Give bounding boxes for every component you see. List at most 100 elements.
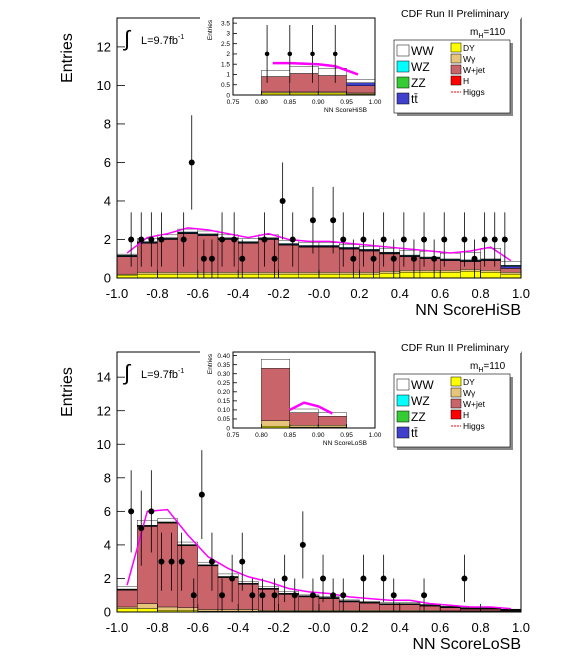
data-point: [158, 558, 165, 565]
stack-bar: [318, 272, 340, 275]
stack-bar: [359, 246, 380, 250]
stack-bar: [136, 272, 158, 275]
data-point: [190, 592, 197, 599]
stack-bar: [157, 518, 178, 523]
x-tick-label: -1.0: [106, 286, 128, 301]
data-point: [421, 592, 428, 599]
stack-bar: [318, 273, 340, 279]
stack-bar: [379, 604, 401, 611]
stack-bar: [177, 541, 199, 545]
mass-subscript: H: [478, 33, 483, 40]
x-tick-label: -0.2: [267, 620, 289, 635]
y-tick-label: 6: [104, 155, 111, 170]
stack-bar: [339, 601, 360, 611]
lumi-exponent: -1: [178, 34, 184, 41]
mass-value: =110: [483, 361, 505, 372]
legend-swatch: [450, 42, 462, 53]
stack-bar: [359, 601, 380, 603]
signal-line: [272, 61, 359, 76]
x-axis-label: NN ScoreHiSB: [324, 107, 367, 114]
stack-bar: [298, 242, 320, 246]
stack-bar: [261, 359, 290, 369]
x-tick-label: 0.90: [312, 432, 325, 439]
x-tick-label: 0.75: [227, 99, 240, 106]
y-tick-label: 0: [226, 425, 230, 432]
data-point: [332, 51, 338, 57]
stack-bar: [278, 272, 300, 275]
y-tick-label: 8: [104, 470, 111, 485]
stack-bar: [318, 425, 347, 428]
data-point: [261, 236, 268, 243]
data-point: [249, 592, 256, 599]
stack-bar: [136, 238, 158, 242]
y-tick-label: 0.35: [217, 362, 230, 369]
x-tick-label: 0.4: [391, 620, 409, 635]
x-tick-label: 0.80: [255, 99, 268, 106]
stack-bar: [339, 248, 360, 273]
legend-label: WZ: [411, 394, 430, 408]
y-tick-label: 1: [226, 72, 230, 79]
y-axis-label: Entries: [207, 19, 214, 40]
y-tick-label: 10: [97, 78, 111, 93]
stack-bar: [440, 270, 461, 273]
x-tick-label: -1.0: [106, 620, 128, 635]
data-point: [299, 541, 306, 548]
stack-bar: [157, 522, 178, 608]
x-tick-label: 1.0: [512, 286, 530, 301]
data-point: [231, 236, 238, 243]
legend-swatch: [450, 53, 462, 64]
stack-bar: [500, 261, 522, 266]
stack-bar: [419, 270, 441, 273]
stack-bar: [318, 416, 347, 426]
stack-bar: [217, 239, 239, 273]
legend-label: H: [463, 410, 469, 420]
stack-bar: [261, 70, 290, 77]
stack-bar: [480, 248, 502, 260]
data-point: [219, 592, 226, 599]
data-point: [370, 255, 377, 262]
data-point: [390, 255, 397, 262]
stack-bar: [318, 68, 347, 76]
y-axis-label: Entries: [59, 367, 76, 417]
x-axis-label: NN ScoreLoSB: [323, 440, 367, 447]
data-point: [421, 236, 428, 243]
stack-bar: [177, 273, 199, 279]
stack-bar: [197, 609, 219, 612]
legend-label: W+jet: [463, 399, 486, 409]
inset-background: [200, 4, 392, 117]
stack-bar: [346, 79, 376, 83]
data-point: [198, 491, 205, 498]
stack-bar: [177, 545, 199, 609]
stack-bar: [500, 268, 522, 273]
y-tick-label: 0.10: [217, 407, 230, 414]
stack-bar: [116, 253, 138, 256]
x-tick-label: -0.6: [187, 286, 209, 301]
legend-swatch: [396, 378, 410, 391]
data-point: [259, 592, 266, 599]
stack-bar: [258, 239, 279, 273]
stack-bar: [399, 256, 421, 271]
y-tick-label: 12: [97, 403, 111, 418]
stack-bar: [379, 271, 401, 274]
plot-frame: [232, 351, 376, 429]
mass-subscript: H: [478, 367, 483, 374]
data-point: [309, 217, 316, 224]
stack-bar: [278, 273, 300, 279]
data-point: [168, 558, 175, 565]
stack-bar: [197, 272, 219, 275]
x-tick-label: 1.00: [369, 99, 382, 106]
stack-bar: [399, 602, 421, 604]
stack-bar: [346, 85, 376, 94]
stack-bar: [177, 607, 199, 611]
x-tick-label: -0.8: [146, 620, 168, 635]
x-tick-label: 0.4: [391, 286, 409, 301]
mass-label: mH=110: [470, 361, 506, 374]
x-tick-label: 0.95: [340, 99, 353, 106]
data-point: [281, 575, 288, 582]
data-point: [128, 236, 135, 243]
y-tick-label: 0: [104, 605, 111, 620]
data-point: [410, 255, 417, 262]
stack-bar: [318, 596, 340, 598]
legend-swatch: [396, 426, 410, 439]
